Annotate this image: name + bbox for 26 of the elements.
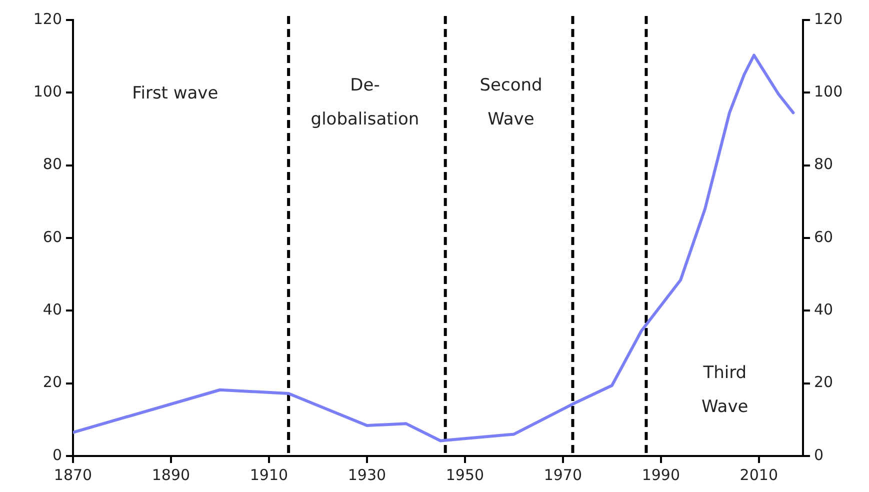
- x-tick-label: 2010: [740, 466, 778, 484]
- y2-tick-label: 40: [814, 300, 834, 319]
- annotation: Second Wave: [480, 75, 542, 130]
- x-tick-label: 1970: [544, 466, 582, 484]
- y2-tick-label: 80: [814, 155, 834, 174]
- annotation: First wave: [132, 84, 218, 104]
- y-tick-label: 120: [33, 10, 62, 28]
- x-tick-label: 1910: [250, 466, 288, 484]
- x-tick-label: 1870: [54, 466, 92, 484]
- y-tick-label: 0: [52, 446, 62, 464]
- y-tick-label: 60: [42, 228, 62, 246]
- y2-tick-label: 20: [814, 373, 834, 392]
- y2-tick-label: 0: [814, 446, 824, 464]
- x-tick-label: 1890: [152, 466, 190, 484]
- y2-tick-label: 100: [814, 82, 843, 101]
- y-tick-label: 80: [42, 155, 62, 174]
- x-tick-label: 1950: [446, 466, 484, 484]
- y2-tick-label: 120: [814, 10, 843, 28]
- annotation: De- globalisation: [310, 75, 420, 130]
- y-tick-label: 20: [42, 373, 62, 392]
- annotation: Third Wave: [702, 363, 748, 418]
- y-tick-label: 40: [42, 300, 62, 319]
- x-tick-label: 1990: [642, 466, 680, 484]
- y-tick-label: 100: [33, 82, 62, 101]
- y2-tick-label: 60: [814, 228, 834, 246]
- x-tick-label: 1930: [348, 466, 386, 484]
